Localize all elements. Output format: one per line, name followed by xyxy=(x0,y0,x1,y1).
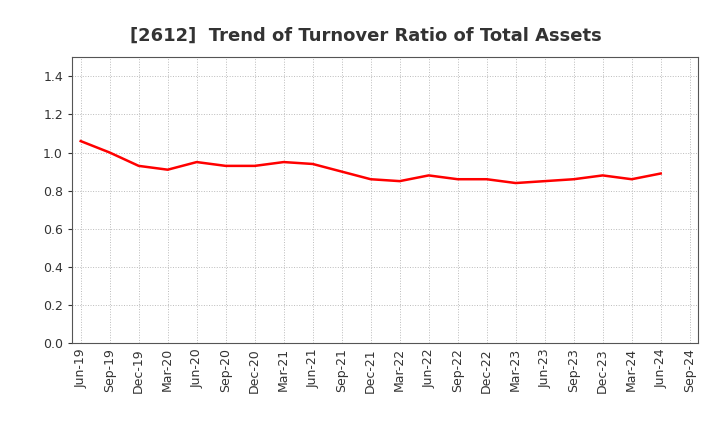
Text: [2612]  Trend of Turnover Ratio of Total Assets: [2612] Trend of Turnover Ratio of Total … xyxy=(130,26,601,44)
